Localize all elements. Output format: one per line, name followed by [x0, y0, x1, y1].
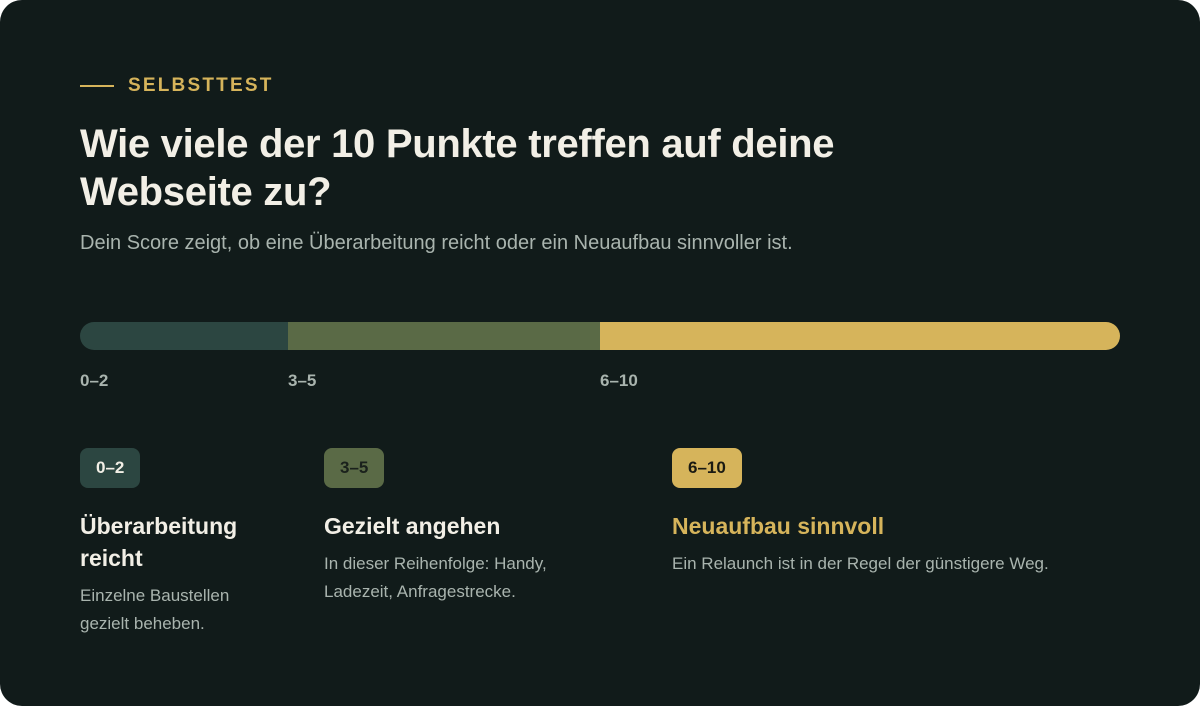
scale-label-mid: 3–5	[288, 371, 317, 390]
score-badge: 0–2	[80, 448, 141, 488]
eyebrow: SELBSTTEST	[80, 74, 274, 98]
page-subtitle: Dein Score zeigt, ob eine Überarbeitung …	[80, 232, 793, 254]
scale-segment-mid	[288, 322, 600, 350]
page-title: Wie viele der 10 Punkte treffen auf dein…	[80, 122, 835, 214]
score-badge: 6–10	[672, 448, 742, 488]
result-card-mid: 3–5 Gezielt angehen In dieser Reihenfolg…	[324, 448, 604, 606]
result-title: Neuaufbau sinnvoll	[672, 513, 885, 539]
eyebrow-label: SELBSTTEST	[128, 75, 274, 96]
scale-label-high: 6–10	[600, 371, 638, 390]
eyebrow-divider	[80, 85, 114, 87]
result-description: Ein Relaunch ist in der Regel der günsti…	[672, 554, 1049, 573]
result-title: Überarbeitung reicht	[80, 513, 238, 571]
scale-segment-low	[80, 322, 288, 350]
result-title: Gezielt angehen	[324, 513, 501, 539]
result-description: Einzelne Baustellen gezielt beheben.	[80, 586, 230, 633]
result-description: In dieser Reihenfolge: Handy, Ladezeit, …	[324, 554, 547, 601]
result-card-high: 6–10 Neuaufbau sinnvoll Ein Relaunch ist…	[672, 448, 1112, 578]
result-card-low: 0–2 Überarbeitung reicht Einzelne Bauste…	[80, 448, 280, 638]
scale-segment-high	[600, 322, 1120, 350]
scale-label-low: 0–2	[80, 371, 109, 390]
score-scale-bar	[80, 322, 1120, 350]
score-badge: 3–5	[324, 448, 385, 488]
